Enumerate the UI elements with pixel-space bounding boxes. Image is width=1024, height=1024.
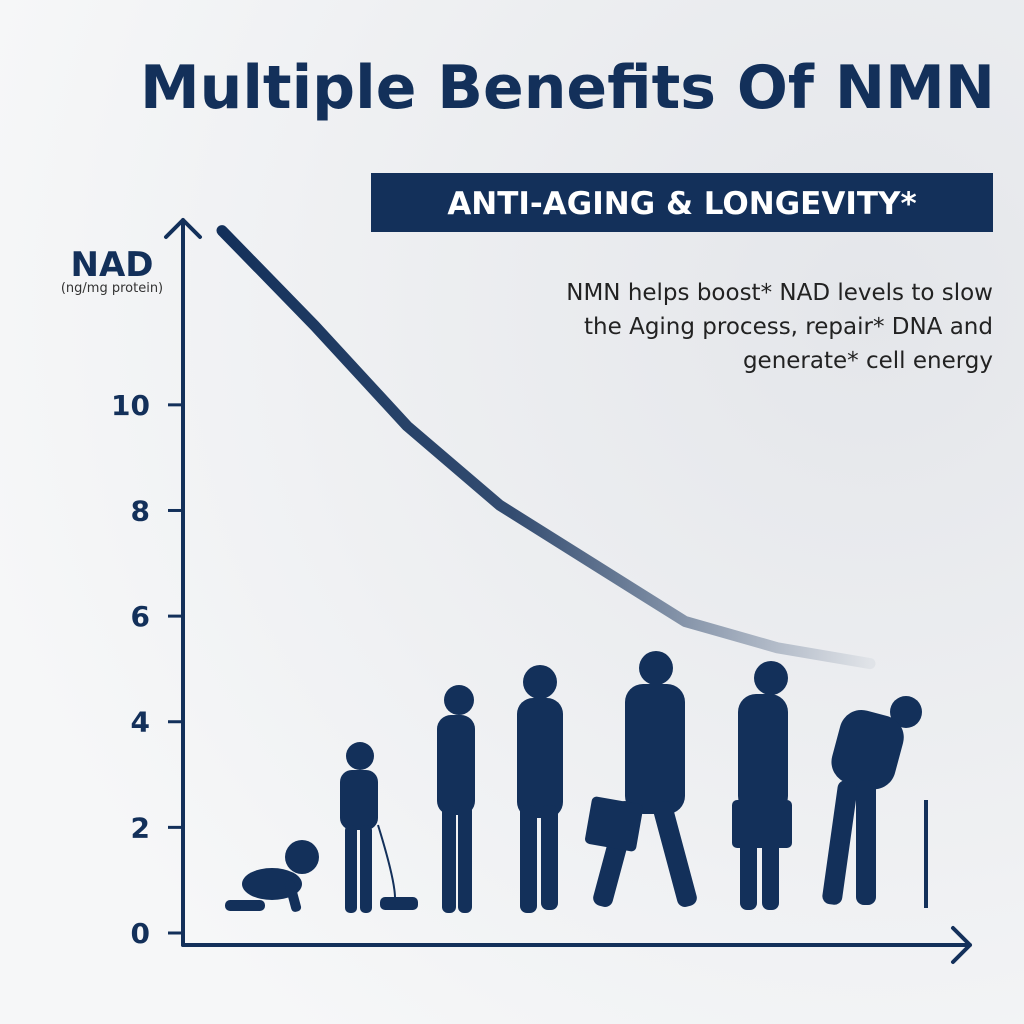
adult <box>517 665 563 913</box>
y-axis <box>164 218 202 947</box>
y-axis-label: NAD <box>71 245 154 285</box>
nad-curve <box>216 225 876 670</box>
y-tick-label: 4 <box>131 706 150 739</box>
older-man <box>732 661 792 910</box>
description-line: generate* cell energy <box>743 348 993 374</box>
axes <box>164 218 972 964</box>
x-axis <box>181 926 972 964</box>
y-tick-label: 6 <box>131 600 150 633</box>
chart-title: Multiple Benefits Of NMN <box>140 53 995 123</box>
y-tick-label: 0 <box>131 917 150 950</box>
child <box>340 742 418 913</box>
description-line: the Aging process, repair* DNA and <box>584 314 993 340</box>
subtitle-banner <box>371 173 993 232</box>
baby <box>225 840 319 912</box>
people-silhouettes <box>225 651 928 913</box>
y-tick-label: 10 <box>111 389 150 422</box>
elderly <box>822 696 928 908</box>
y-axis-unit: (ng/mg protein) <box>61 281 163 296</box>
y-tick-label: 8 <box>131 494 150 527</box>
subtitle: ANTI-AGING & LONGEVITY* <box>447 186 916 222</box>
y-tick-label: 2 <box>131 811 150 844</box>
teen <box>437 685 475 913</box>
description-line: NMN helps boost* NAD levels to slow <box>566 280 993 306</box>
businessman <box>585 651 697 907</box>
